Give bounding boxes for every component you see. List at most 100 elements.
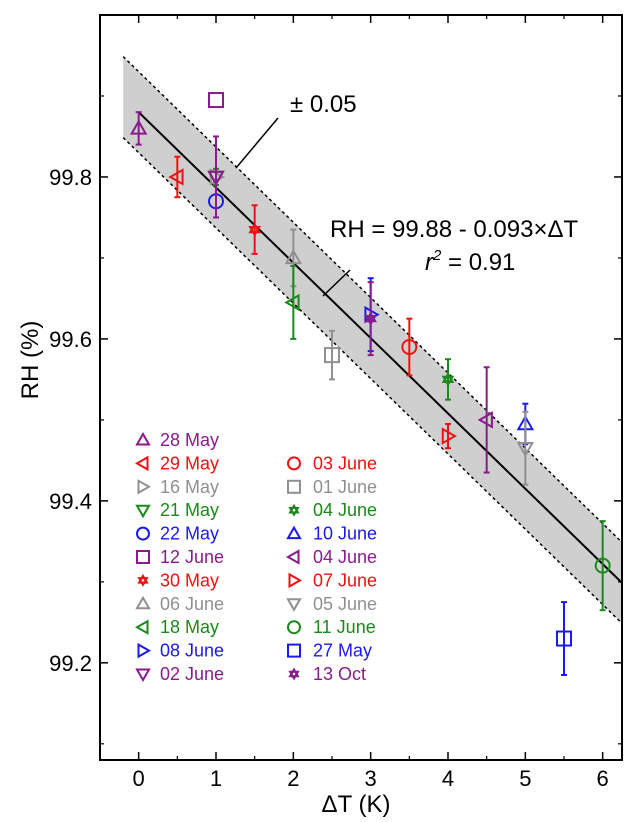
- legend-label: 01 June: [313, 477, 377, 497]
- legend-marker: [134, 619, 149, 635]
- legend-label: 03 June: [313, 453, 377, 473]
- legend-marker: [135, 504, 151, 519]
- data-point: [207, 135, 225, 219]
- legend-label: 22 May: [160, 524, 219, 544]
- legend-entry: 02 June: [135, 664, 224, 684]
- r-squared-value: = 0.91: [441, 249, 515, 276]
- y-tick-label: 99.6: [49, 327, 92, 352]
- legend-marker: [288, 667, 300, 681]
- axes-layer: [99, 14, 623, 761]
- data-point: [248, 204, 261, 255]
- band-label: ± 0.05: [290, 91, 357, 118]
- legend-label: 06 June: [160, 594, 224, 614]
- legend-entry: 10 June: [286, 524, 377, 544]
- point-marker: [477, 411, 493, 429]
- y-axis-label: RH (%): [17, 321, 44, 400]
- legend-entry: 16 May: [137, 477, 219, 497]
- legend-entry: 30 May: [137, 570, 219, 590]
- fit-line: [137, 111, 623, 584]
- band-upper-edge: [122, 56, 623, 543]
- legend-marker: [288, 572, 303, 589]
- data-point: [208, 92, 224, 109]
- y-tick-label: 99.8: [49, 165, 92, 190]
- data-point: [364, 281, 377, 357]
- point-marker: [208, 92, 224, 109]
- point-marker: [129, 119, 148, 135]
- band-lower-edge: [122, 137, 623, 624]
- legend-label: 10 June: [313, 524, 377, 544]
- legend-label: 21 May: [160, 500, 219, 520]
- data-point: [401, 317, 418, 377]
- point-marker: [284, 293, 300, 312]
- legend-marker: [136, 550, 150, 564]
- x-tick-label: 0: [133, 766, 145, 791]
- legend-entry: 07 June: [288, 570, 377, 590]
- legend-marker: [137, 642, 152, 659]
- data-point: [594, 520, 611, 612]
- x-tick-label: 1: [210, 766, 222, 791]
- legend-marker: [288, 503, 300, 517]
- legend-label: 30 May: [160, 570, 219, 590]
- legend-entry: 21 May: [135, 500, 219, 520]
- legend-label: 11 June: [313, 617, 376, 637]
- legend-entry: 03 June: [287, 453, 377, 473]
- legend-marker: [137, 573, 149, 587]
- data-point: [556, 601, 572, 676]
- data-point: [477, 366, 493, 474]
- data-point: [168, 155, 184, 199]
- legend-label: 08 June: [160, 641, 224, 661]
- legend-entry: 22 May: [136, 524, 219, 544]
- legend-marker: [286, 598, 302, 612]
- legend-label: 12 June: [160, 547, 224, 567]
- legend-label: 29 May: [160, 453, 219, 473]
- point-marker: [401, 339, 418, 356]
- point-marker: [248, 222, 261, 237]
- legend-marker: [287, 620, 301, 635]
- legend-marker: [287, 643, 301, 658]
- data-point: [441, 358, 455, 401]
- legend-label: 04 June: [313, 547, 377, 567]
- ticks-layer: 0 1 2 3 4 5 6 99.2 99.4 99.6 99.8: [49, 15, 622, 791]
- y-tick-label: 99.2: [49, 651, 92, 676]
- data-point: [324, 329, 340, 381]
- legend-label: 27 May: [313, 641, 372, 661]
- data-point: [284, 265, 300, 340]
- legend-marker: [136, 526, 150, 541]
- point-marker: [364, 311, 377, 326]
- legend-entry: 06 June: [135, 594, 224, 614]
- point-marker: [556, 630, 572, 647]
- r-squared: r2 = 0.91: [425, 247, 515, 276]
- legend-marker: [286, 525, 302, 540]
- data-point: [129, 111, 148, 146]
- legend-entry: 04 June: [288, 500, 377, 520]
- y-tick-label: 99.4: [49, 489, 92, 514]
- band-label-leader: [235, 117, 279, 169]
- legend-marker: [135, 431, 151, 446]
- legend-label: 05 June: [313, 594, 377, 614]
- data-point: [516, 410, 535, 486]
- legend-entry: 01 June: [287, 477, 377, 497]
- legend-marker: [135, 668, 151, 683]
- legend-label: 28 May: [160, 430, 219, 450]
- x-tick-label: 4: [442, 766, 454, 791]
- legend-entry: 18 May: [134, 617, 219, 637]
- x-tick-label: 2: [287, 766, 299, 791]
- legend-label: 13 Oct: [313, 664, 366, 684]
- legend-label: 18 May: [160, 617, 219, 637]
- legend-entry: 05 June: [286, 594, 377, 614]
- plot-frame: [99, 14, 623, 761]
- x-tick-label: 5: [519, 766, 531, 791]
- point-marker: [284, 248, 303, 265]
- legend-entry: 04 June: [285, 547, 377, 567]
- r-squared-symbol: r: [425, 249, 434, 276]
- point-marker: [516, 441, 535, 458]
- legend-label: 02 June: [160, 664, 224, 684]
- legend-entry: 13 Oct: [288, 664, 366, 684]
- legend-entry: 08 June: [137, 641, 224, 661]
- point-marker: [441, 427, 458, 445]
- legend-marker: [135, 595, 151, 610]
- legend-entry: 11 June: [287, 617, 376, 637]
- legend-marker: [287, 456, 301, 471]
- point-marker: [324, 347, 340, 364]
